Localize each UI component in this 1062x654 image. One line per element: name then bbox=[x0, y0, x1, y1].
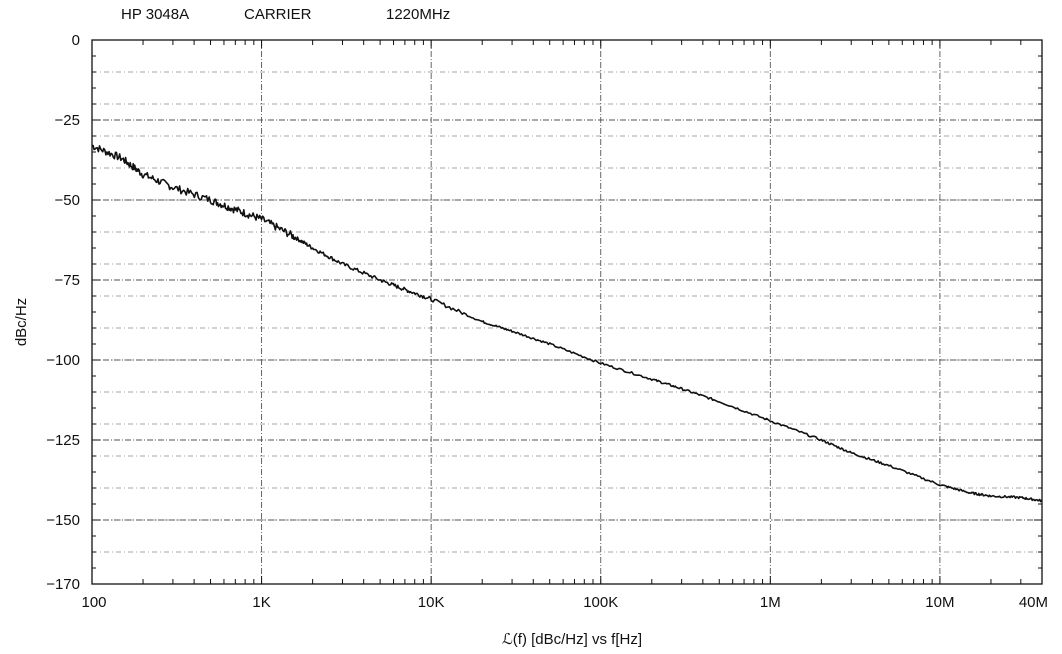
axis-ticks bbox=[91, 39, 1043, 585]
instrument-model: HP 3048A bbox=[121, 6, 190, 23]
y-tick-label: −125 bbox=[46, 432, 80, 449]
y-tick-labels: 0 −25 −50 −75 −100 −125 −150 −170 bbox=[46, 32, 80, 593]
x-tick-label: 10M bbox=[925, 594, 954, 611]
x-tick-label: 100K bbox=[583, 594, 618, 611]
x-tick-label: 40M bbox=[1019, 594, 1048, 611]
carrier-frequency: 1220MHz bbox=[386, 6, 451, 23]
y-tick-label: −75 bbox=[55, 272, 80, 289]
instrument-header: HP 3048A CARRIER 1220MHz bbox=[0, 6, 1062, 30]
series-group bbox=[91, 144, 1043, 503]
x-tick-label: 1M bbox=[760, 594, 781, 611]
phase-noise-series-line bbox=[91, 144, 1043, 503]
carrier-label: CARRIER bbox=[244, 6, 312, 23]
y-tick-label: −100 bbox=[46, 352, 80, 369]
x-tick-label: 10K bbox=[418, 594, 445, 611]
y-tick-label: −25 bbox=[55, 112, 80, 129]
x-tick-label: 100 bbox=[81, 594, 106, 611]
y-tick-label: −50 bbox=[55, 192, 80, 209]
y-tick-label: −170 bbox=[46, 576, 80, 593]
x-tick-labels: 100 1K 10K 100K 1M 10M 40M bbox=[81, 594, 1048, 611]
gridlines bbox=[92, 40, 1042, 584]
plot-frame bbox=[91, 39, 1043, 585]
minor-gridlines bbox=[92, 71, 1042, 553]
x-tick-label: 1K bbox=[252, 594, 270, 611]
y-axis-title: dBc/Hz bbox=[13, 298, 30, 346]
y-tick-label: 0 bbox=[72, 32, 80, 49]
y-tick-label: −150 bbox=[46, 512, 80, 529]
x-axis-title: ℒ(f) [dBc/Hz] vs f[Hz] bbox=[502, 631, 642, 648]
